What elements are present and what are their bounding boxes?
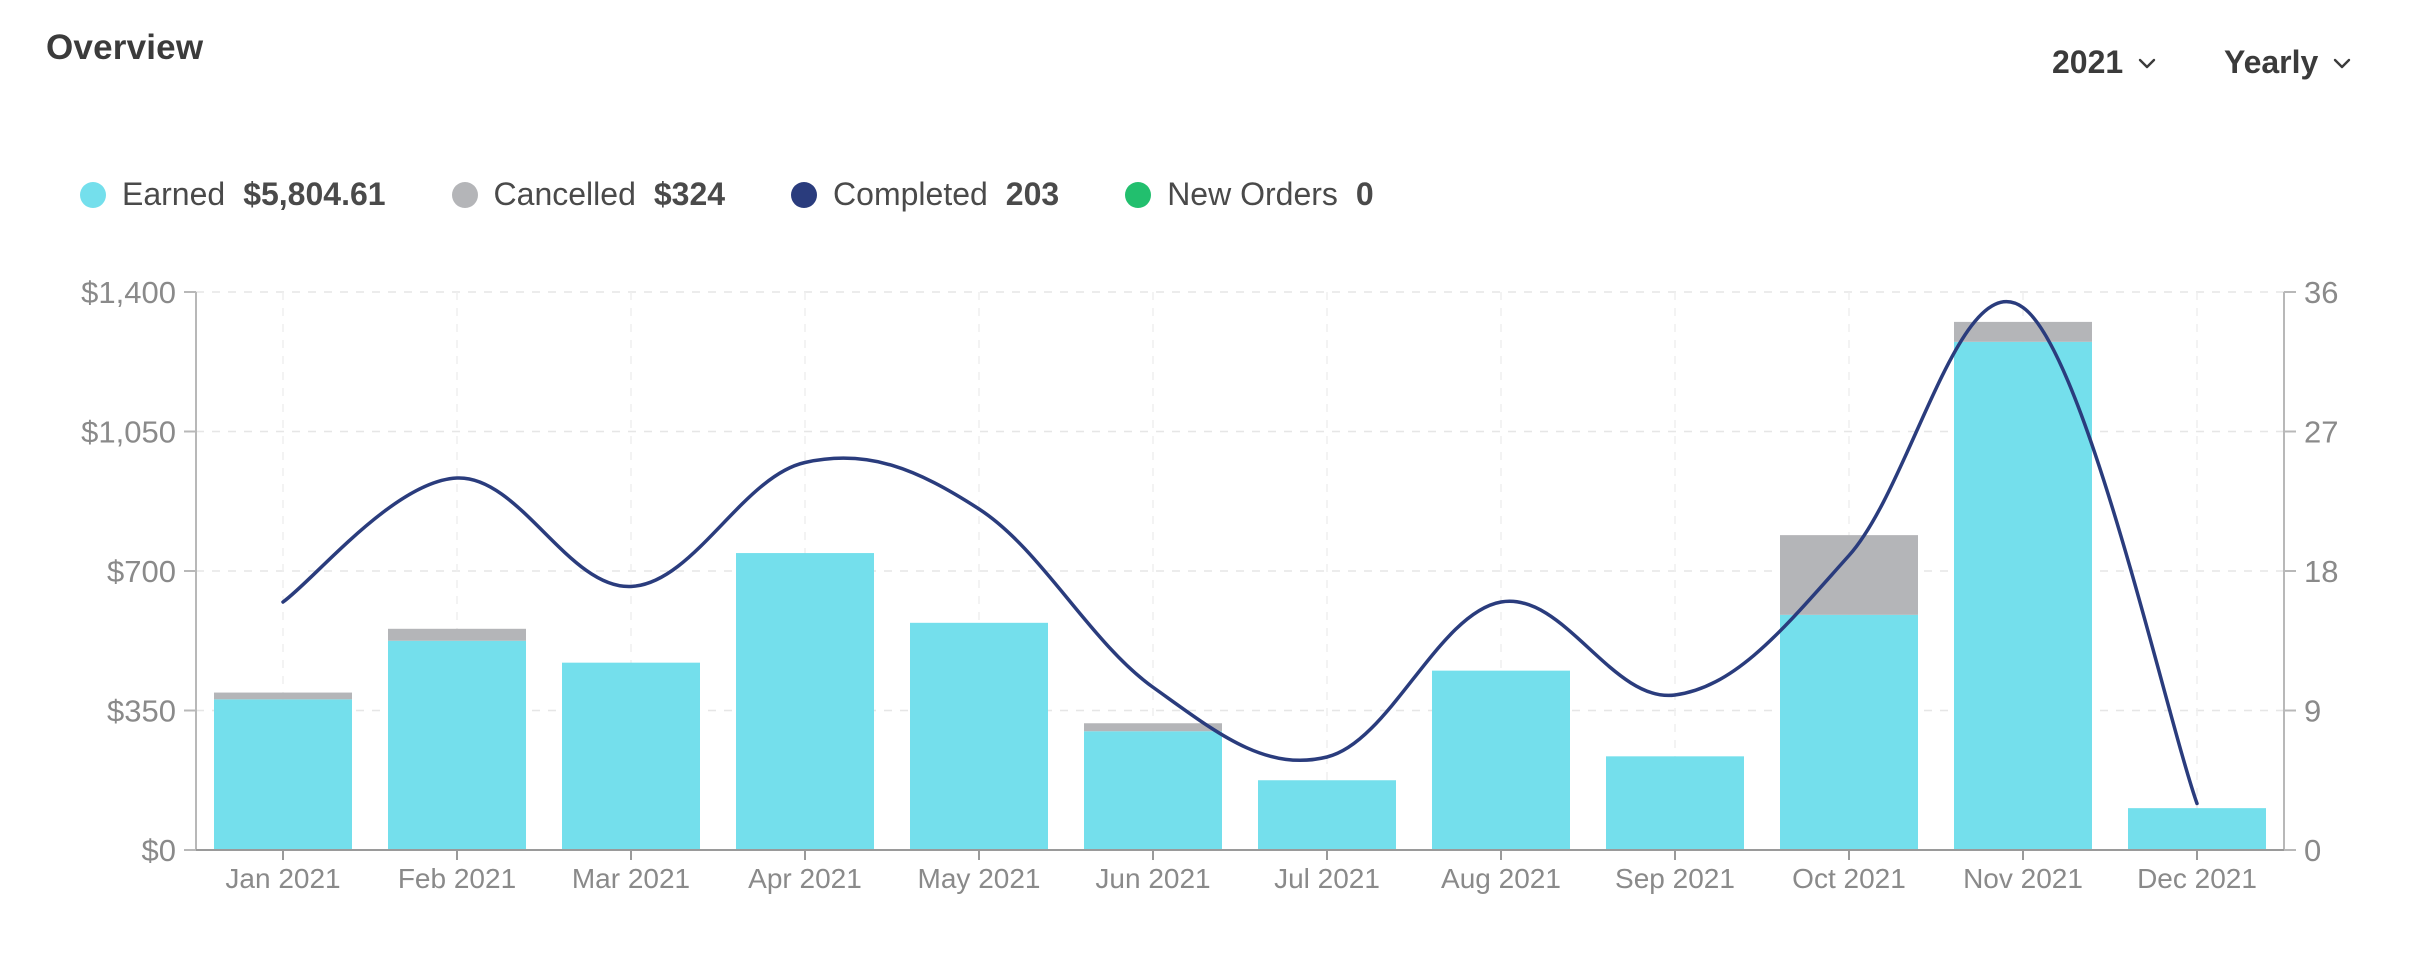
legend-dot-cancelled: [451, 181, 478, 208]
x-tick-label: Sep 2021: [1615, 863, 1735, 894]
x-tick-label: May 2021: [918, 863, 1041, 894]
period-select[interactable]: Yearly: [2224, 44, 2352, 81]
y-tick-label-right: 27: [2304, 415, 2338, 450]
legend-item-earned[interactable]: Earned $5,804.61: [80, 176, 386, 213]
year-select[interactable]: 2021: [2052, 44, 2157, 81]
bar-earned: [1084, 731, 1222, 850]
bar-earned: [388, 640, 526, 850]
legend-value: 0: [1355, 176, 1374, 212]
legend-label: New Orders: [1167, 176, 1338, 212]
bar-earned: [736, 553, 874, 850]
header: Overview: [46, 28, 203, 68]
page-title: Overview: [46, 28, 204, 67]
chevron-down-icon: [2138, 58, 2156, 68]
bar-cancelled: [1084, 723, 1222, 732]
x-tick-label: Apr 2021: [748, 863, 862, 894]
bar-earned: [1606, 756, 1744, 850]
legend-dot-earned: [80, 181, 106, 208]
y-tick-label-left: $0: [142, 833, 176, 868]
bar-earned: [2128, 808, 2266, 850]
y-tick-label-left: $1,050: [81, 415, 176, 450]
bar-cancelled: [1954, 321, 2092, 342]
bar-earned: [1258, 780, 1396, 850]
x-tick-label: Jan 2021: [225, 863, 340, 894]
legend-value: $5,804.61: [243, 176, 386, 212]
bar-earned: [910, 622, 1048, 850]
y-tick-label-right: 0: [2304, 833, 2321, 868]
legend-item-new-orders[interactable]: New Orders 0: [1125, 176, 1374, 213]
bar-earned: [1432, 670, 1570, 850]
legend-dot-new-orders: [1125, 181, 1152, 208]
legend-value: 203: [1005, 176, 1060, 212]
y-tick-label-right: 18: [2304, 554, 2338, 589]
x-tick-label: Jul 2021: [1274, 863, 1380, 894]
legend-item-cancelled[interactable]: Cancelled $324: [451, 176, 726, 213]
year-select-label: 2021: [2052, 44, 2124, 80]
y-tick-label-left: $700: [107, 554, 176, 589]
bar-cancelled: [214, 692, 352, 700]
bar-earned: [214, 699, 352, 850]
x-tick-label: Aug 2021: [1441, 863, 1561, 894]
bar-earned: [1780, 614, 1918, 850]
period-select-label: Yearly: [2224, 44, 2319, 80]
chart-legend: Earned $5,804.61 Cancelled $324 Complete…: [80, 176, 1440, 213]
chevron-down-icon: [2334, 58, 2351, 68]
x-tick-label: Nov 2021: [1963, 863, 2083, 894]
legend-label: Completed: [833, 176, 988, 212]
legend-label: Cancelled: [493, 176, 636, 212]
legend-item-completed[interactable]: Completed 203: [791, 176, 1059, 213]
bar-cancelled: [1780, 535, 1918, 615]
y-tick-label-right: 36: [2304, 275, 2338, 310]
legend-dot-completed: [791, 181, 818, 208]
bar-earned: [562, 662, 700, 850]
y-tick-label-left: $350: [107, 694, 176, 729]
x-tick-label: Jun 2021: [1095, 863, 1210, 894]
y-tick-label-right: 9: [2304, 694, 2321, 729]
legend-label: Earned: [122, 176, 226, 212]
legend-value: $324: [653, 176, 726, 212]
x-tick-label: Dec 2021: [2137, 863, 2257, 894]
x-tick-label: Feb 2021: [398, 863, 516, 894]
line-completed: [281, 299, 2199, 806]
bar-cancelled: [388, 628, 526, 641]
x-tick-label: Oct 2021: [1792, 863, 1906, 894]
x-tick-label: Mar 2021: [572, 863, 690, 894]
y-tick-label-left: $1,400: [81, 275, 176, 310]
bar-earned: [1954, 341, 2092, 850]
